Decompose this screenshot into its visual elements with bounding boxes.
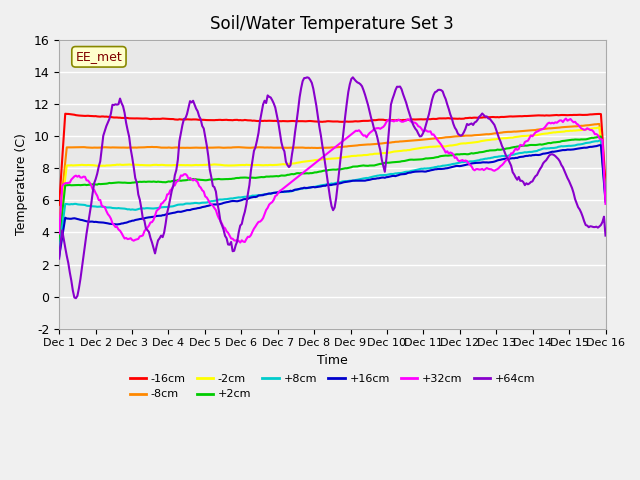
Text: EE_met: EE_met	[76, 50, 122, 63]
X-axis label: Time: Time	[317, 354, 348, 367]
Title: Soil/Water Temperature Set 3: Soil/Water Temperature Set 3	[211, 15, 454, 33]
Legend: -16cm, -8cm, -2cm, +2cm, +8cm, +16cm, +32cm, +64cm: -16cm, -8cm, -2cm, +2cm, +8cm, +16cm, +3…	[125, 370, 540, 404]
Y-axis label: Temperature (C): Temperature (C)	[15, 133, 28, 235]
